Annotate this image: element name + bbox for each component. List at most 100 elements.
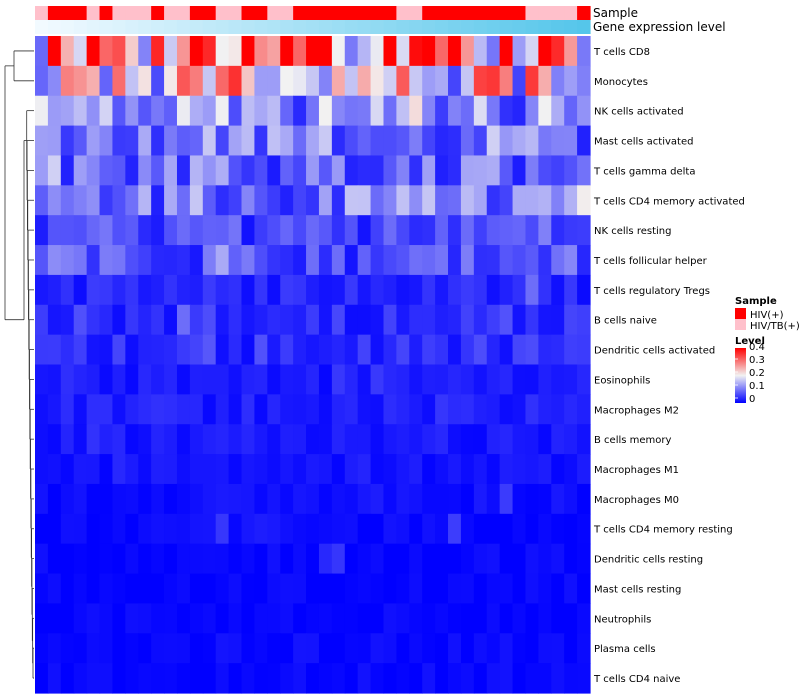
heatmap-cell <box>254 454 268 485</box>
heatmap-cell <box>409 513 423 545</box>
heatmap-cell <box>254 155 268 186</box>
sample-anno-cell <box>112 6 126 20</box>
heatmap-cell <box>99 245 114 276</box>
heatmap-cell <box>60 633 75 664</box>
heatmap-cell <box>202 603 217 634</box>
heatmap-cell <box>409 304 423 336</box>
row-labels: T cells CD8 Monocytes NK cells activated Ma… <box>593 47 745 685</box>
legend-tick-label: 0.2 <box>749 368 765 379</box>
heatmap-cell <box>409 573 423 605</box>
heatmap-cell <box>241 274 256 306</box>
legend-swatch-hiv <box>735 308 746 319</box>
heatmap-cell <box>86 573 101 605</box>
heatmap-cell <box>228 513 243 545</box>
heatmap-cell <box>538 334 552 366</box>
heatmap-cell <box>60 185 75 216</box>
heatmap-cell <box>318 95 333 127</box>
heatmap-cell <box>331 483 346 515</box>
heatmap-cell <box>473 633 488 664</box>
heatmap-cell <box>164 274 178 306</box>
heatmap-cell <box>241 36 256 67</box>
heatmap-cell <box>60 454 75 485</box>
legend-label-hivtb: HIV/TB(+) <box>750 321 800 332</box>
heatmap-cell <box>422 274 436 306</box>
heatmap-cell <box>486 95 501 127</box>
heatmap-cell <box>331 215 346 246</box>
heatmap-cell <box>99 424 114 455</box>
heatmap-cell <box>538 364 552 395</box>
heatmap-cell <box>551 573 565 605</box>
legend-tick-label: 0.4 <box>749 342 765 353</box>
legend-swatch-hivtb <box>735 319 746 330</box>
heatmap-cell <box>47 274 62 306</box>
heatmap-cell <box>577 364 591 395</box>
heatmap-cell <box>176 95 191 127</box>
heatmap-cell <box>409 394 423 425</box>
heatmap-cell <box>318 215 333 246</box>
row-label: Neutrophils <box>594 614 651 625</box>
heatmap-cell <box>189 65 204 97</box>
heatmap-cell <box>241 155 256 186</box>
row-label: NK cells resting <box>594 226 671 237</box>
heatmap-cell <box>577 36 591 67</box>
heatmap-cell <box>551 304 565 336</box>
heatmap-cell <box>538 215 552 246</box>
heatmap-cell <box>35 185 49 216</box>
heatmap-cell <box>525 245 539 276</box>
heatmap-cell <box>99 185 114 216</box>
heatmap-cell <box>202 543 217 575</box>
heatmap-cell <box>564 125 578 157</box>
heatmap-cell <box>318 663 333 694</box>
heatmap-cell <box>86 95 101 127</box>
expression-anno-cell <box>73 20 88 34</box>
heatmap-cell <box>164 304 178 336</box>
heatmap-cell <box>99 513 114 545</box>
expression-anno-cell <box>577 20 591 34</box>
heatmap-cell <box>125 215 139 246</box>
heatmap-cell <box>383 424 397 455</box>
heatmap-cell <box>86 65 101 97</box>
heatmap-cell <box>409 633 423 664</box>
heatmap-cell <box>396 573 410 605</box>
heatmap-cell <box>86 334 101 366</box>
heatmap-cell <box>189 125 204 157</box>
heatmap-cell <box>551 633 565 664</box>
heatmap-cell <box>564 394 578 425</box>
heatmap-cell <box>138 155 152 186</box>
heatmap-cell <box>112 36 126 67</box>
heatmap-cell <box>267 215 281 246</box>
heatmap-cell <box>331 603 346 634</box>
heatmap-cell <box>47 36 62 67</box>
heatmap-cell <box>435 483 449 515</box>
heatmap-cell <box>176 424 191 455</box>
heatmap-cell <box>189 334 204 366</box>
heatmap-cell <box>151 304 165 336</box>
heatmap-cell <box>435 245 449 276</box>
heatmap-cell <box>125 95 139 127</box>
heatmap-cell <box>486 663 501 694</box>
heatmap-cell <box>151 334 165 366</box>
heatmap-cell <box>473 424 488 455</box>
heatmap-cell <box>189 95 204 127</box>
row-label: Dendritic cells activated <box>594 346 715 357</box>
heatmap-cell <box>176 483 191 515</box>
row-label: Dendritic cells resting <box>594 555 703 566</box>
heatmap-cell <box>357 454 372 485</box>
sample-anno-cell <box>577 6 591 20</box>
heatmap-cell <box>280 125 294 157</box>
heatmap-cell <box>538 36 552 67</box>
heatmap-cell <box>318 36 333 67</box>
heatmap-cell <box>435 95 449 127</box>
heatmap-cell <box>564 663 578 694</box>
heatmap-cell <box>176 334 191 366</box>
heatmap-cell <box>215 155 230 186</box>
heatmap-cell <box>344 36 359 67</box>
heatmap-cell <box>73 513 88 545</box>
heatmap-cell <box>512 543 527 575</box>
heatmap-cell <box>241 245 256 276</box>
expression-anno-cell <box>525 20 539 34</box>
heatmap-cell <box>331 394 346 425</box>
heatmap-cell <box>280 603 294 634</box>
heatmap-cell <box>499 274 514 306</box>
heatmap-cell <box>357 274 372 306</box>
